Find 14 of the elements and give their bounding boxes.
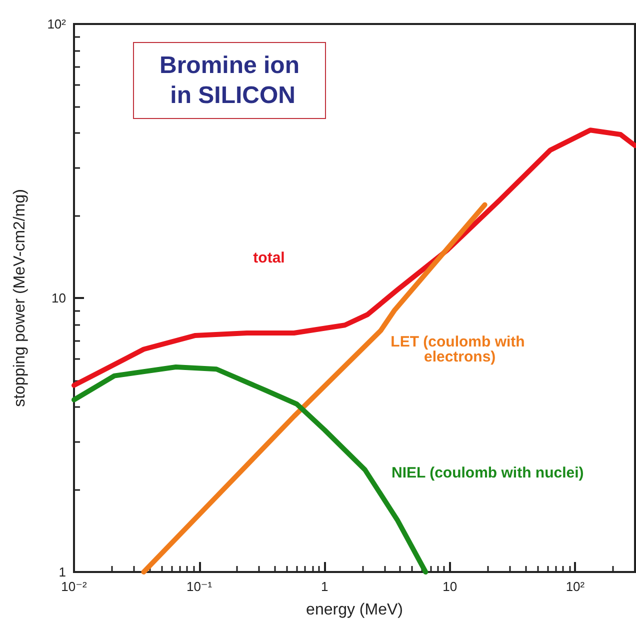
x-tick-label: 10⁻² — [61, 579, 88, 594]
x-tick-label: 10² — [566, 579, 586, 594]
text: total — [253, 249, 285, 266]
y-tick-label: 1 — [58, 564, 66, 580]
x-axis-title: energy (MeV) — [306, 602, 403, 618]
x-tick-label: 10 — [442, 579, 458, 594]
y-tick-label: 10² — [47, 16, 67, 32]
x-tick-label: 10⁻¹ — [186, 579, 213, 594]
series-label: NIEL (coulomb with nuclei) — [392, 464, 584, 482]
y-axis-title: stopping power (MeV-cm2/mg) — [12, 189, 28, 407]
x-tick-label: 1 — [320, 579, 328, 594]
y-tick-label: 10 — [52, 290, 66, 306]
series-label: LET (coulomb with electrons) — [390, 333, 529, 366]
annotation: Bromine ion in SILICON — [159, 52, 300, 109]
